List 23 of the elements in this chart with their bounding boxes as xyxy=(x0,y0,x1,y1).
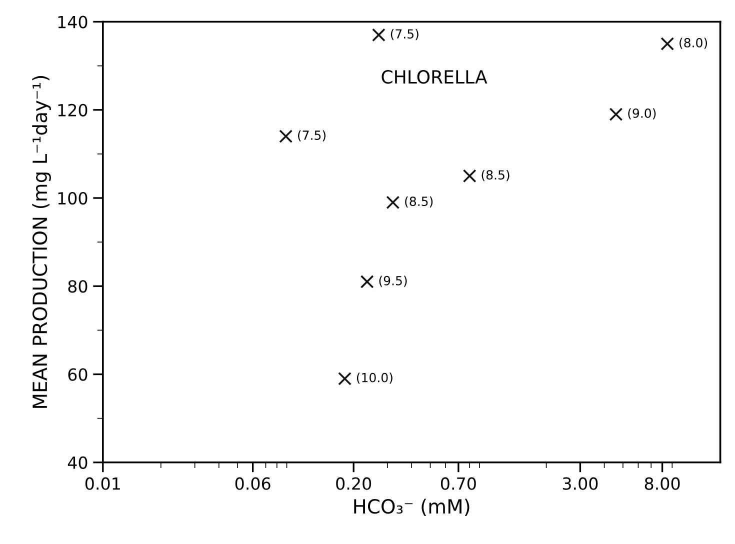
x-tick-label: 0.01 xyxy=(85,477,120,490)
annotation: (8.0) xyxy=(680,38,708,49)
annotation: (8.5) xyxy=(482,170,510,182)
x-axis-title: HCO₃⁻ (mM) xyxy=(354,498,470,516)
y-tick-label: 100 xyxy=(58,192,88,205)
annotation: (8.5) xyxy=(405,196,433,208)
x-tick-label: 0.70 xyxy=(440,477,476,490)
y-tick-label: 140 xyxy=(58,16,88,28)
x-tick-label: 0.20 xyxy=(336,477,372,490)
annotation: (9.5) xyxy=(379,276,407,287)
y-axis-title: MEAN PRODUCTION (mg L⁻¹day⁻¹) xyxy=(32,76,51,408)
annotation: CHLORELLA xyxy=(382,70,488,84)
x-tick-label: 3.00 xyxy=(562,477,598,490)
x-tick-label: 0.06 xyxy=(235,477,270,490)
annotation: (7.5) xyxy=(390,28,418,40)
y-tick-label: 40 xyxy=(68,456,88,469)
annotation: (10.0) xyxy=(356,372,392,384)
annotation: (7.5) xyxy=(298,130,326,142)
y-tick-label: 60 xyxy=(68,368,88,381)
x-tick-label: 8.00 xyxy=(644,477,680,490)
y-tick-label: 80 xyxy=(68,280,88,293)
annotation: (9.0) xyxy=(628,108,656,120)
y-tick-label: 120 xyxy=(58,104,88,116)
